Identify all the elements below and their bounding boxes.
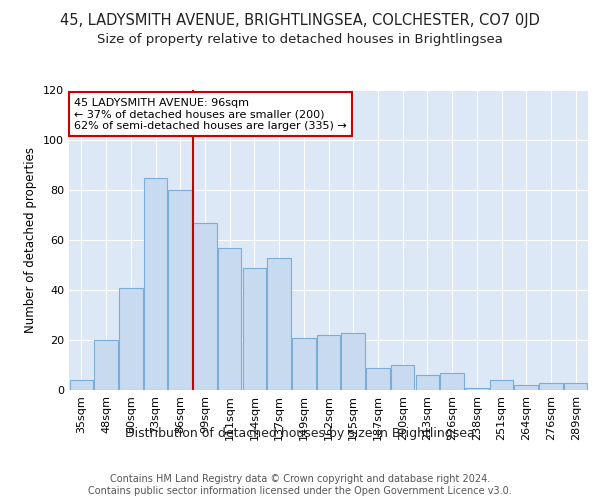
Bar xyxy=(564,382,587,390)
Bar xyxy=(440,372,464,390)
Bar xyxy=(465,388,488,390)
Bar xyxy=(366,368,389,390)
Bar xyxy=(144,178,167,390)
Bar xyxy=(416,375,439,390)
Y-axis label: Number of detached properties: Number of detached properties xyxy=(25,147,37,333)
Text: Contains HM Land Registry data © Crown copyright and database right 2024.: Contains HM Land Registry data © Crown c… xyxy=(110,474,490,484)
Text: 45, LADYSMITH AVENUE, BRIGHTLINGSEA, COLCHESTER, CO7 0JD: 45, LADYSMITH AVENUE, BRIGHTLINGSEA, COL… xyxy=(60,12,540,28)
Bar xyxy=(391,365,415,390)
Bar xyxy=(70,380,93,390)
Bar xyxy=(119,288,143,390)
Bar xyxy=(292,338,316,390)
Bar xyxy=(539,382,563,390)
Text: Contains public sector information licensed under the Open Government Licence v3: Contains public sector information licen… xyxy=(88,486,512,496)
Text: Distribution of detached houses by size in Brightlingsea: Distribution of detached houses by size … xyxy=(125,428,475,440)
Bar xyxy=(218,248,241,390)
Bar xyxy=(242,268,266,390)
Bar xyxy=(514,385,538,390)
Bar xyxy=(94,340,118,390)
Bar xyxy=(169,190,192,390)
Bar xyxy=(268,258,291,390)
Bar xyxy=(317,335,340,390)
Bar xyxy=(341,332,365,390)
Text: 45 LADYSMITH AVENUE: 96sqm
← 37% of detached houses are smaller (200)
62% of sem: 45 LADYSMITH AVENUE: 96sqm ← 37% of deta… xyxy=(74,98,347,130)
Bar xyxy=(193,222,217,390)
Bar xyxy=(490,380,513,390)
Text: Size of property relative to detached houses in Brightlingsea: Size of property relative to detached ho… xyxy=(97,32,503,46)
